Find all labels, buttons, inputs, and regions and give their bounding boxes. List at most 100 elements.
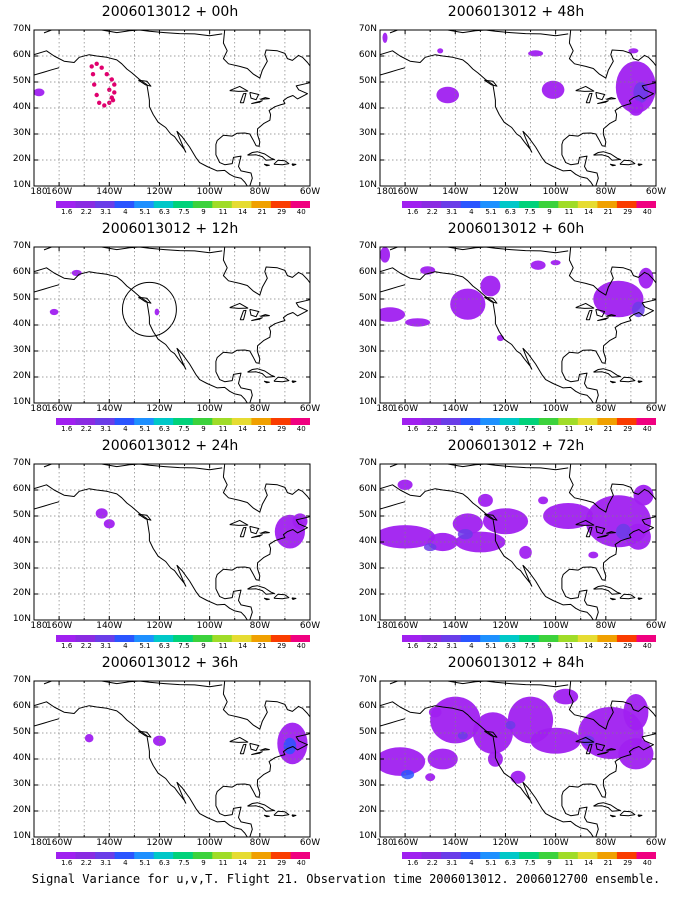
lat-tick-label: 70N <box>358 458 377 468</box>
colorbar-swatch <box>95 635 116 642</box>
variance-contour <box>103 519 115 529</box>
panel-title: 2006013012 + 12h <box>101 221 239 237</box>
coastline <box>575 85 595 92</box>
colorbar-label: 11 <box>564 859 574 867</box>
axis-ticks <box>380 464 656 620</box>
coastline <box>380 284 406 293</box>
colorbar-label: 1.6 <box>61 642 73 650</box>
colorbar-swatch <box>192 418 213 425</box>
colorbar-label: 40 <box>296 859 306 867</box>
plot-area <box>380 464 656 620</box>
colorbar-swatch <box>421 418 442 425</box>
panel-36h: 2006013012 + 36h 70N 60N 50N 40N 30N 20N 10N 18… <box>0 651 340 867</box>
colorbar-swatch <box>499 201 520 208</box>
colorbar-swatch <box>519 852 540 859</box>
figure-caption: Signal Variance for u,v,T. Flight 21. Ob… <box>31 872 661 886</box>
coastline <box>251 534 263 539</box>
variance-contour <box>428 707 442 718</box>
colorbar-swatch <box>402 418 422 425</box>
lon-tick-label: 180 <box>376 838 394 848</box>
colorbar-swatch <box>460 418 481 425</box>
coastline <box>561 54 656 186</box>
coastline <box>273 159 290 166</box>
lon-tick-label: 160W <box>392 838 419 848</box>
colorbar-label: 3.1 <box>100 859 112 867</box>
lon-tick-label: 140W <box>96 187 123 197</box>
colorbar-swatch <box>95 201 116 208</box>
variance-contour <box>382 32 388 43</box>
lat-tick-label: 60N <box>12 484 31 494</box>
colorbar-label: 6.3 <box>158 642 170 650</box>
colorbar-swatch <box>577 852 598 859</box>
coastline <box>597 100 609 105</box>
coastline <box>585 309 593 321</box>
coastline <box>606 97 616 100</box>
coastline <box>222 247 300 296</box>
coastline <box>606 531 616 534</box>
coastline <box>247 802 275 812</box>
coastline <box>606 314 616 317</box>
variance-contour <box>588 551 599 559</box>
coastline <box>138 79 152 87</box>
coastline <box>251 100 263 105</box>
colorbar-swatch <box>290 852 310 859</box>
observation-point <box>104 72 110 77</box>
colorbar-label: 40 <box>296 425 306 433</box>
lat-tick-label: 50N <box>358 510 377 520</box>
colorbar-label: 1.6 <box>407 859 419 867</box>
colorbar-label: 9 <box>201 642 206 650</box>
colorbar-swatch <box>95 418 116 425</box>
variance-contour <box>510 770 526 784</box>
coastline <box>575 302 595 309</box>
lat-tick-label: 20N <box>358 805 377 815</box>
variance-contour <box>380 747 426 776</box>
colorbar <box>56 418 310 425</box>
lon-tick-label: 160W <box>392 621 419 631</box>
coastline <box>561 271 656 403</box>
colorbar-swatch <box>173 635 194 642</box>
colorbar-label: 14 <box>584 425 594 433</box>
coastline <box>215 488 310 620</box>
colorbar-swatch <box>460 201 481 208</box>
colorbar-swatch <box>56 418 76 425</box>
colorbar-swatch <box>499 635 520 642</box>
colorbar-label: 9 <box>547 425 552 433</box>
colorbar-label: 7.5 <box>178 425 190 433</box>
colorbar-swatch <box>56 201 76 208</box>
lon-tick-label: 160W <box>392 187 419 197</box>
colorbar-label: 29 <box>623 859 633 867</box>
coastline <box>543 675 586 678</box>
colorbar-swatch <box>134 418 155 425</box>
colorbar-label: 11 <box>218 859 228 867</box>
variance-contour <box>530 260 546 270</box>
colorbar-swatch <box>290 201 310 208</box>
coastline <box>493 675 518 678</box>
colorbar-label: 2.2 <box>426 642 438 650</box>
lon-tick-label: 160W <box>46 187 73 197</box>
lon-tick-label: 140W <box>442 404 469 414</box>
colorbar-label: 29 <box>277 859 287 867</box>
colorbar-swatch <box>212 852 233 859</box>
variance-contour <box>487 751 503 767</box>
map-48h <box>379 29 657 187</box>
lon-tick-label: 100W <box>196 838 223 848</box>
colorbar-label: 21 <box>603 425 613 433</box>
observation-point <box>109 77 115 82</box>
lat-tick-label: 40N <box>12 536 31 546</box>
variance-contour <box>628 48 639 54</box>
coastline <box>585 526 593 538</box>
variance-contour <box>436 86 459 104</box>
coastline <box>239 743 247 755</box>
lat-tick-label: 40N <box>12 319 31 329</box>
colorbar-label: 9 <box>201 425 206 433</box>
lat-tick-label: 50N <box>358 727 377 737</box>
variance-contour <box>625 523 651 550</box>
colorbar-swatch <box>231 852 252 859</box>
lat-tick-label: 20N <box>12 805 31 815</box>
variance-contour <box>457 529 473 540</box>
coastline <box>484 730 498 738</box>
variance-contour <box>380 307 406 322</box>
colorbar-swatch <box>460 635 481 642</box>
variance-contour <box>95 508 108 519</box>
colorbar-label: 9 <box>547 208 552 216</box>
